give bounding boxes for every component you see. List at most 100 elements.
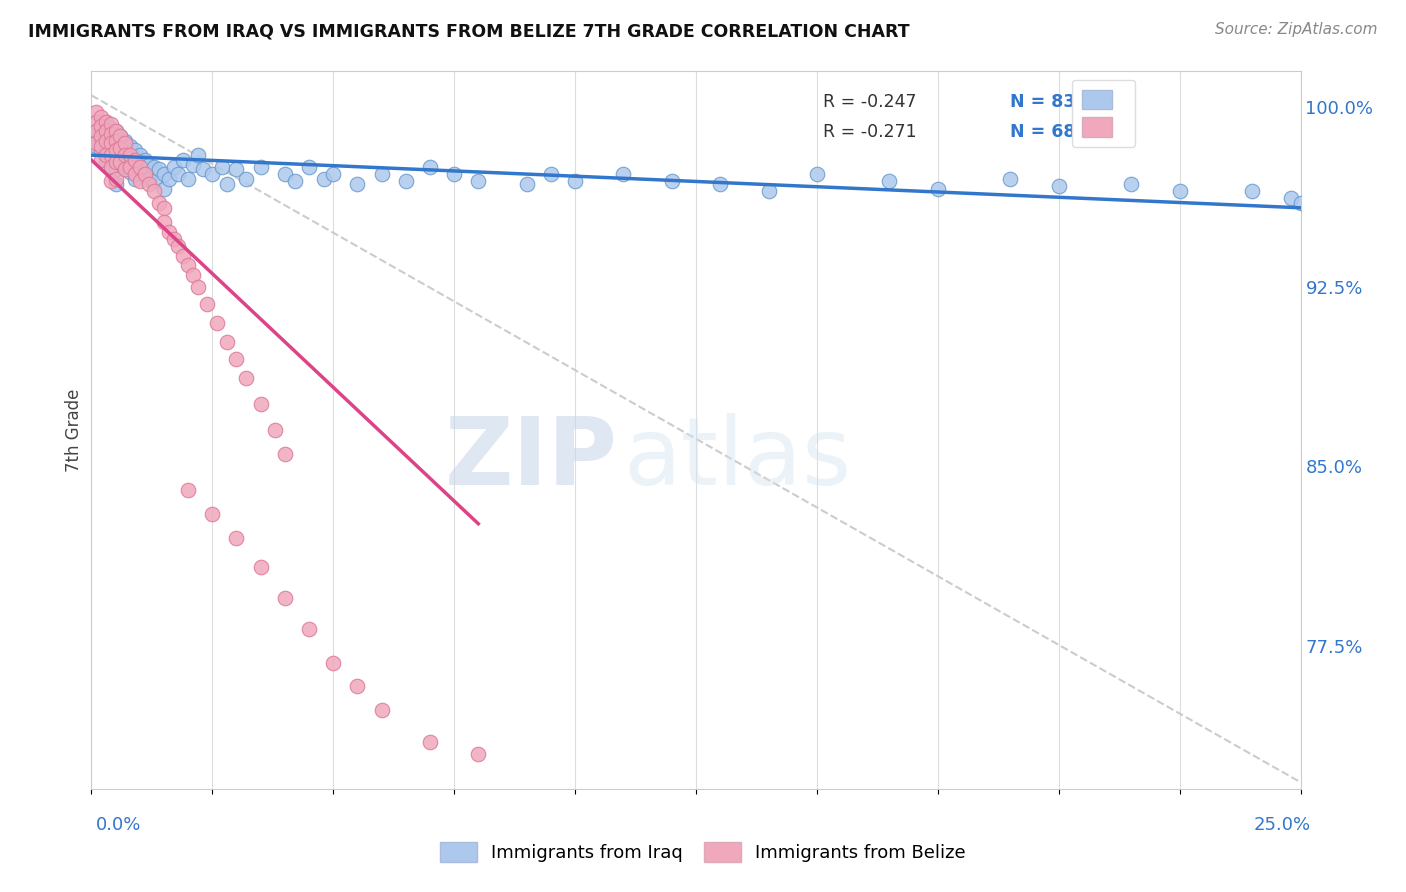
Point [104, 136, 127, 151]
Point [90, 138, 112, 153]
Text: IMMIGRANTS FROM IRAQ VS IMMIGRANTS FROM BELIZE 7TH GRADE CORRELATION CHART: IMMIGRANTS FROM IRAQ VS IMMIGRANTS FROM … [28, 22, 910, 40]
Point [94, 134, 117, 148]
Point [124, 153, 146, 167]
Point [104, 172, 127, 186]
Point [120, 138, 142, 153]
Point [90, 110, 112, 124]
Point [100, 127, 122, 141]
Point [153, 181, 176, 195]
Point [215, 334, 238, 349]
Point [90, 153, 112, 167]
Point [177, 258, 200, 272]
Point [143, 160, 166, 174]
Point [100, 160, 122, 174]
Point [322, 656, 344, 670]
Point [274, 167, 297, 181]
Point [298, 160, 321, 174]
Point [516, 177, 538, 191]
Point [157, 225, 180, 239]
Point [128, 162, 150, 177]
Point [100, 121, 122, 136]
Point [201, 507, 224, 521]
Point [124, 172, 146, 186]
Point [94, 114, 117, 128]
Point [104, 134, 127, 148]
Point [110, 155, 132, 169]
Point [235, 370, 257, 384]
Point [110, 128, 132, 143]
Point [172, 249, 194, 263]
Point [124, 155, 146, 169]
Point [806, 167, 828, 181]
Legend: Immigrants from Iraq, Immigrants from Belize: Immigrants from Iraq, Immigrants from Be… [433, 834, 973, 870]
Point [187, 279, 209, 293]
Point [148, 162, 170, 177]
Point [104, 124, 127, 138]
Point [90, 128, 112, 143]
Point [100, 117, 122, 131]
Point [249, 397, 271, 411]
Point [134, 167, 156, 181]
Point [94, 124, 117, 138]
Point [153, 167, 176, 181]
Point [124, 167, 146, 181]
Point [153, 201, 176, 215]
Point [114, 136, 136, 151]
Point [167, 167, 190, 181]
Point [120, 148, 142, 162]
Point [235, 172, 257, 186]
Text: Source: ZipAtlas.com: Source: ZipAtlas.com [1215, 22, 1378, 37]
Point [143, 184, 166, 198]
Point [94, 124, 117, 138]
Point [162, 160, 184, 174]
Point [120, 165, 142, 179]
Point [124, 144, 146, 158]
Point [274, 591, 297, 605]
Point [104, 144, 127, 158]
Point [927, 181, 949, 195]
Point [1121, 177, 1143, 191]
Point [1168, 184, 1191, 198]
Point [134, 153, 156, 167]
Point [177, 172, 200, 186]
Point [225, 351, 247, 366]
Point [177, 483, 200, 498]
Point [134, 167, 156, 181]
Point [104, 155, 127, 169]
Point [100, 131, 122, 145]
Point [100, 174, 122, 188]
Point [249, 559, 271, 574]
Point [181, 268, 204, 282]
Point [162, 232, 184, 246]
Point [114, 134, 136, 148]
Point [94, 114, 117, 128]
Point [110, 155, 132, 169]
Text: N = 83: N = 83 [1011, 93, 1076, 111]
Point [114, 160, 136, 174]
Point [264, 423, 287, 437]
Point [322, 167, 344, 181]
Point [181, 158, 204, 172]
Point [90, 131, 112, 145]
Point [128, 160, 150, 174]
Y-axis label: 7th Grade: 7th Grade [65, 389, 83, 472]
Point [84, 114, 107, 128]
Text: N = 68: N = 68 [1011, 123, 1076, 142]
Point [148, 196, 170, 211]
Point [114, 148, 136, 162]
Point [120, 160, 142, 174]
Point [197, 296, 219, 310]
Point [395, 174, 418, 188]
Point [94, 148, 117, 162]
Point [1289, 196, 1312, 211]
Point [758, 184, 780, 198]
Point [661, 174, 683, 188]
Text: 25.0%: 25.0% [1253, 816, 1310, 834]
Point [94, 136, 117, 151]
Point [110, 141, 132, 155]
Text: R = -0.247: R = -0.247 [823, 93, 917, 111]
Point [84, 138, 107, 153]
Point [191, 162, 214, 177]
Point [138, 158, 160, 172]
Point [249, 160, 271, 174]
